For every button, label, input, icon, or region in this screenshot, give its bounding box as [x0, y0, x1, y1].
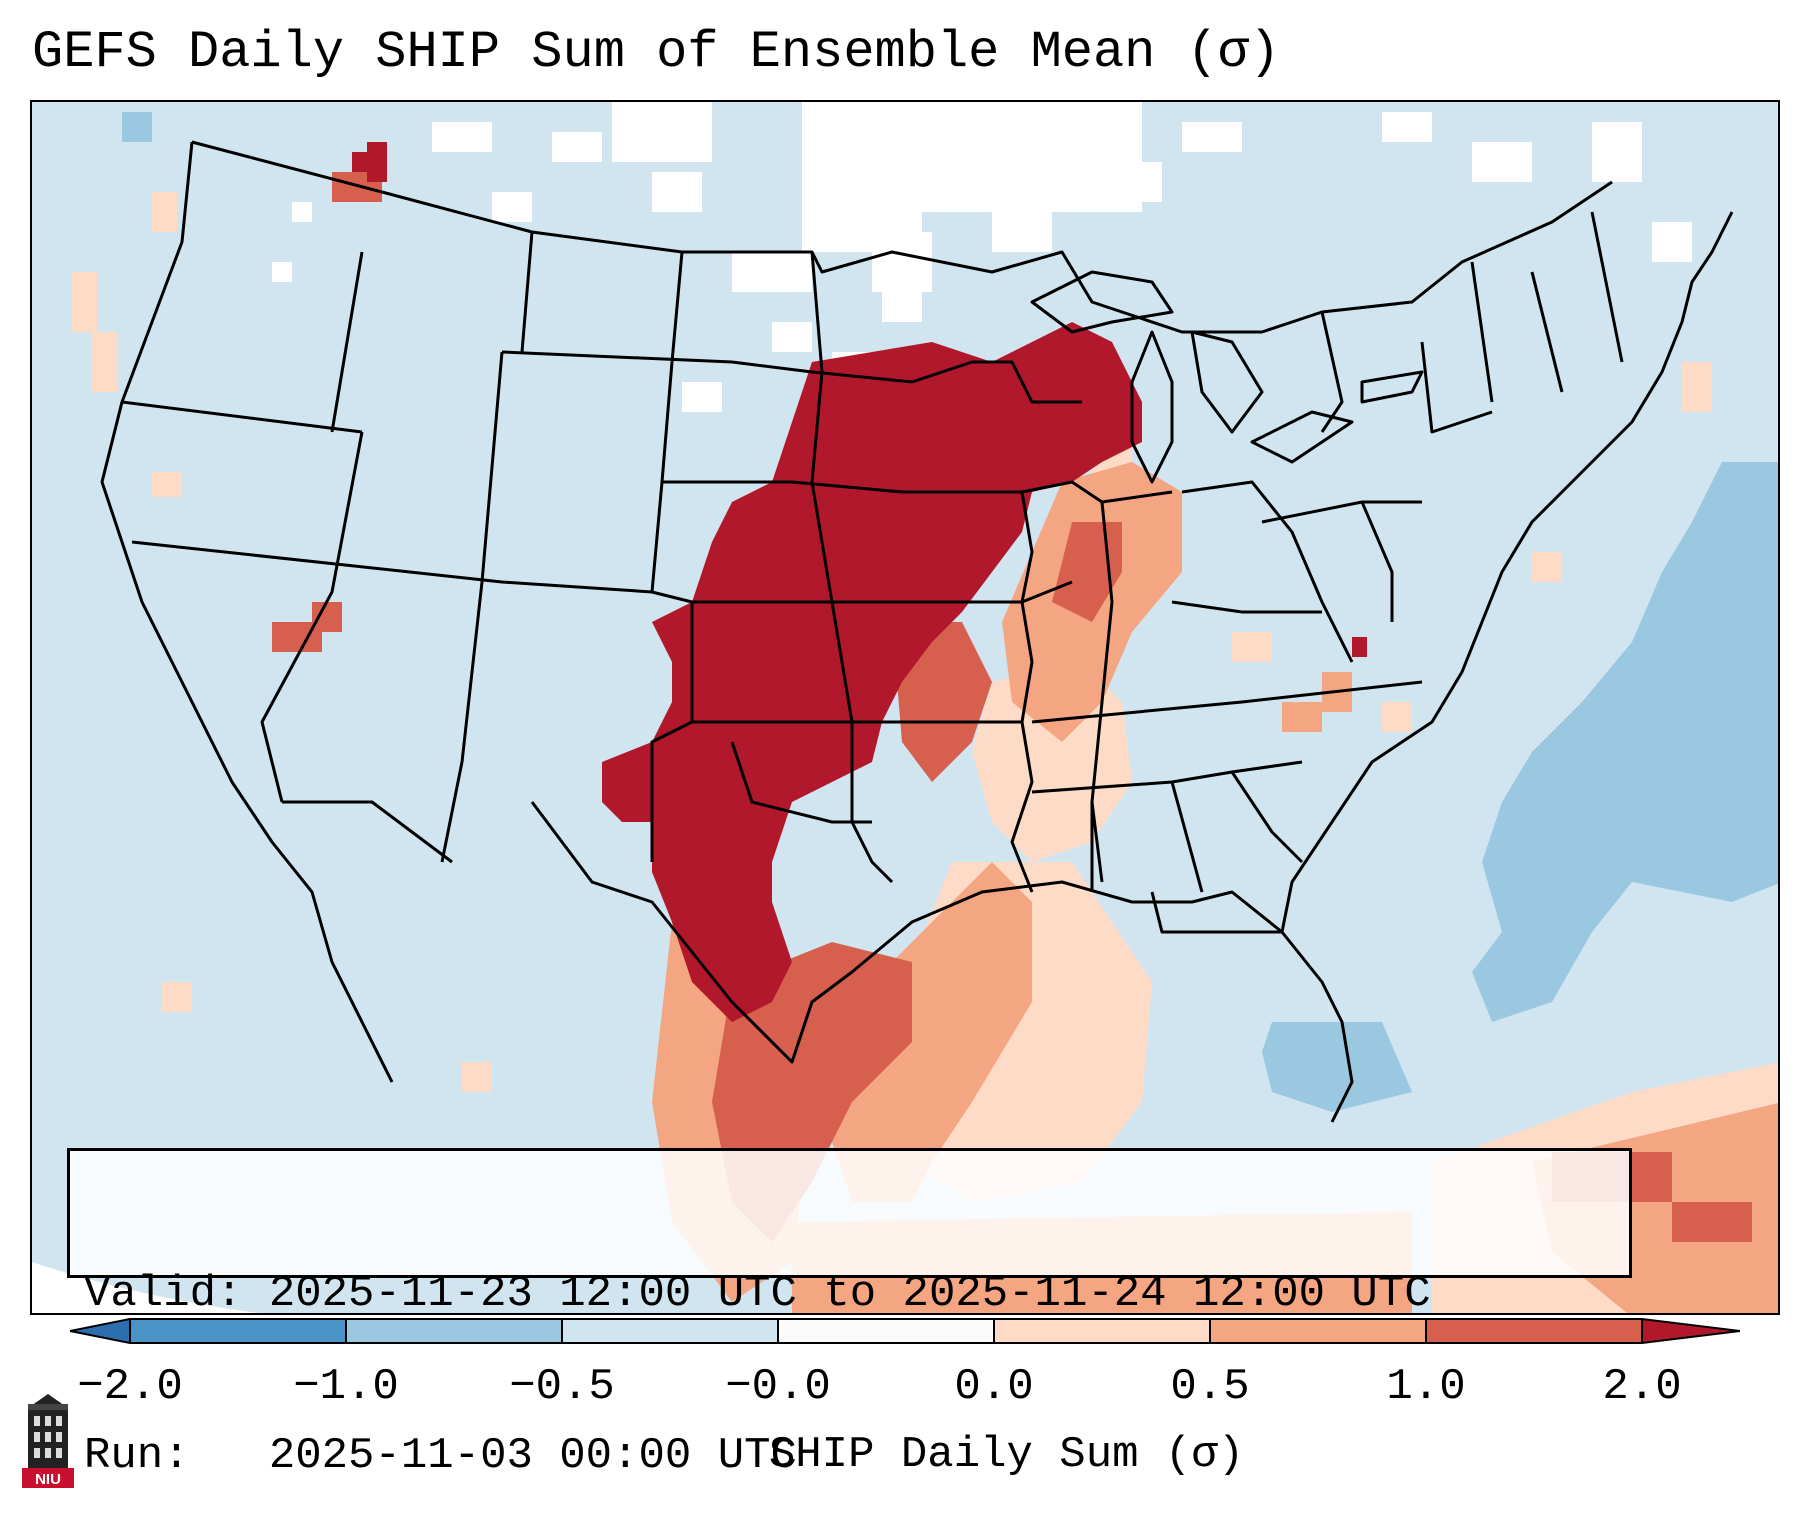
boundary-lines	[100, 140, 1734, 1123]
colorbar-tick-1: −1.0	[293, 1362, 399, 1412]
lake-michigan	[1130, 330, 1174, 484]
strong-positive-anomaly	[352, 142, 1367, 1022]
colorbar-scale	[70, 1318, 1740, 1344]
conus-map	[32, 102, 1778, 1313]
map-title: GEFS Daily SHIP Sum of Ensemble Mean (σ)	[32, 23, 1281, 82]
colorbar-bin-2	[346, 1319, 562, 1343]
colorbar-bin-6	[1210, 1319, 1426, 1343]
niu-logo-text: NIU	[35, 1471, 61, 1488]
colorbar-tick-0: −2.0	[77, 1362, 183, 1412]
niu-logo-icon	[22, 1394, 74, 1488]
valid-time-text: Valid: 2025-11-23 12:00 UTC to 2025-11-2…	[84, 1269, 1431, 1319]
colorbar-bin-5	[994, 1319, 1210, 1343]
lake-huron	[1190, 330, 1264, 434]
colorbar	[70, 1318, 1740, 1344]
west-coast	[100, 141, 394, 1083]
canada-border	[191, 140, 1613, 334]
run-time-text: Run: 2025-11-03 00:00 UTC	[84, 1431, 797, 1481]
niu-logo: NIU	[18, 1390, 78, 1490]
domain-edge-lowerleft	[32, 1262, 259, 1313]
colorbar-tick-5: 0.5	[1170, 1362, 1250, 1412]
negative-anomaly-atlantic	[122, 112, 1778, 1112]
colorbar-extend-max	[1641, 1318, 1740, 1344]
colorbar-tick-7: 2.0	[1602, 1362, 1682, 1412]
colorbar-bin-7	[1426, 1319, 1642, 1343]
east-coast	[1280, 211, 1734, 933]
colorbar-tick-6: 1.0	[1386, 1362, 1466, 1412]
map-panel	[30, 100, 1780, 1315]
colorbar-bin-4	[778, 1319, 994, 1343]
colorbar-bin-1	[130, 1319, 346, 1343]
lake-erie	[1250, 410, 1354, 464]
valid-run-info-box: Valid: 2025-11-23 12:00 UTC to 2025-11-2…	[67, 1148, 1632, 1481]
colorbar-label: SHIP Daily Sum (σ)	[768, 1430, 1245, 1480]
lake-superior	[1030, 270, 1174, 334]
colorbar-tick-2: −0.5	[509, 1362, 615, 1412]
colorbar-bin-3	[562, 1319, 778, 1343]
colorbar-tick-3: −0.0	[725, 1362, 831, 1412]
colorbar-extend-min	[70, 1318, 131, 1344]
colorbar-tick-4: 0.0	[954, 1362, 1034, 1412]
lake-ontario	[1360, 370, 1424, 404]
gulf-coast	[530, 801, 1354, 1123]
